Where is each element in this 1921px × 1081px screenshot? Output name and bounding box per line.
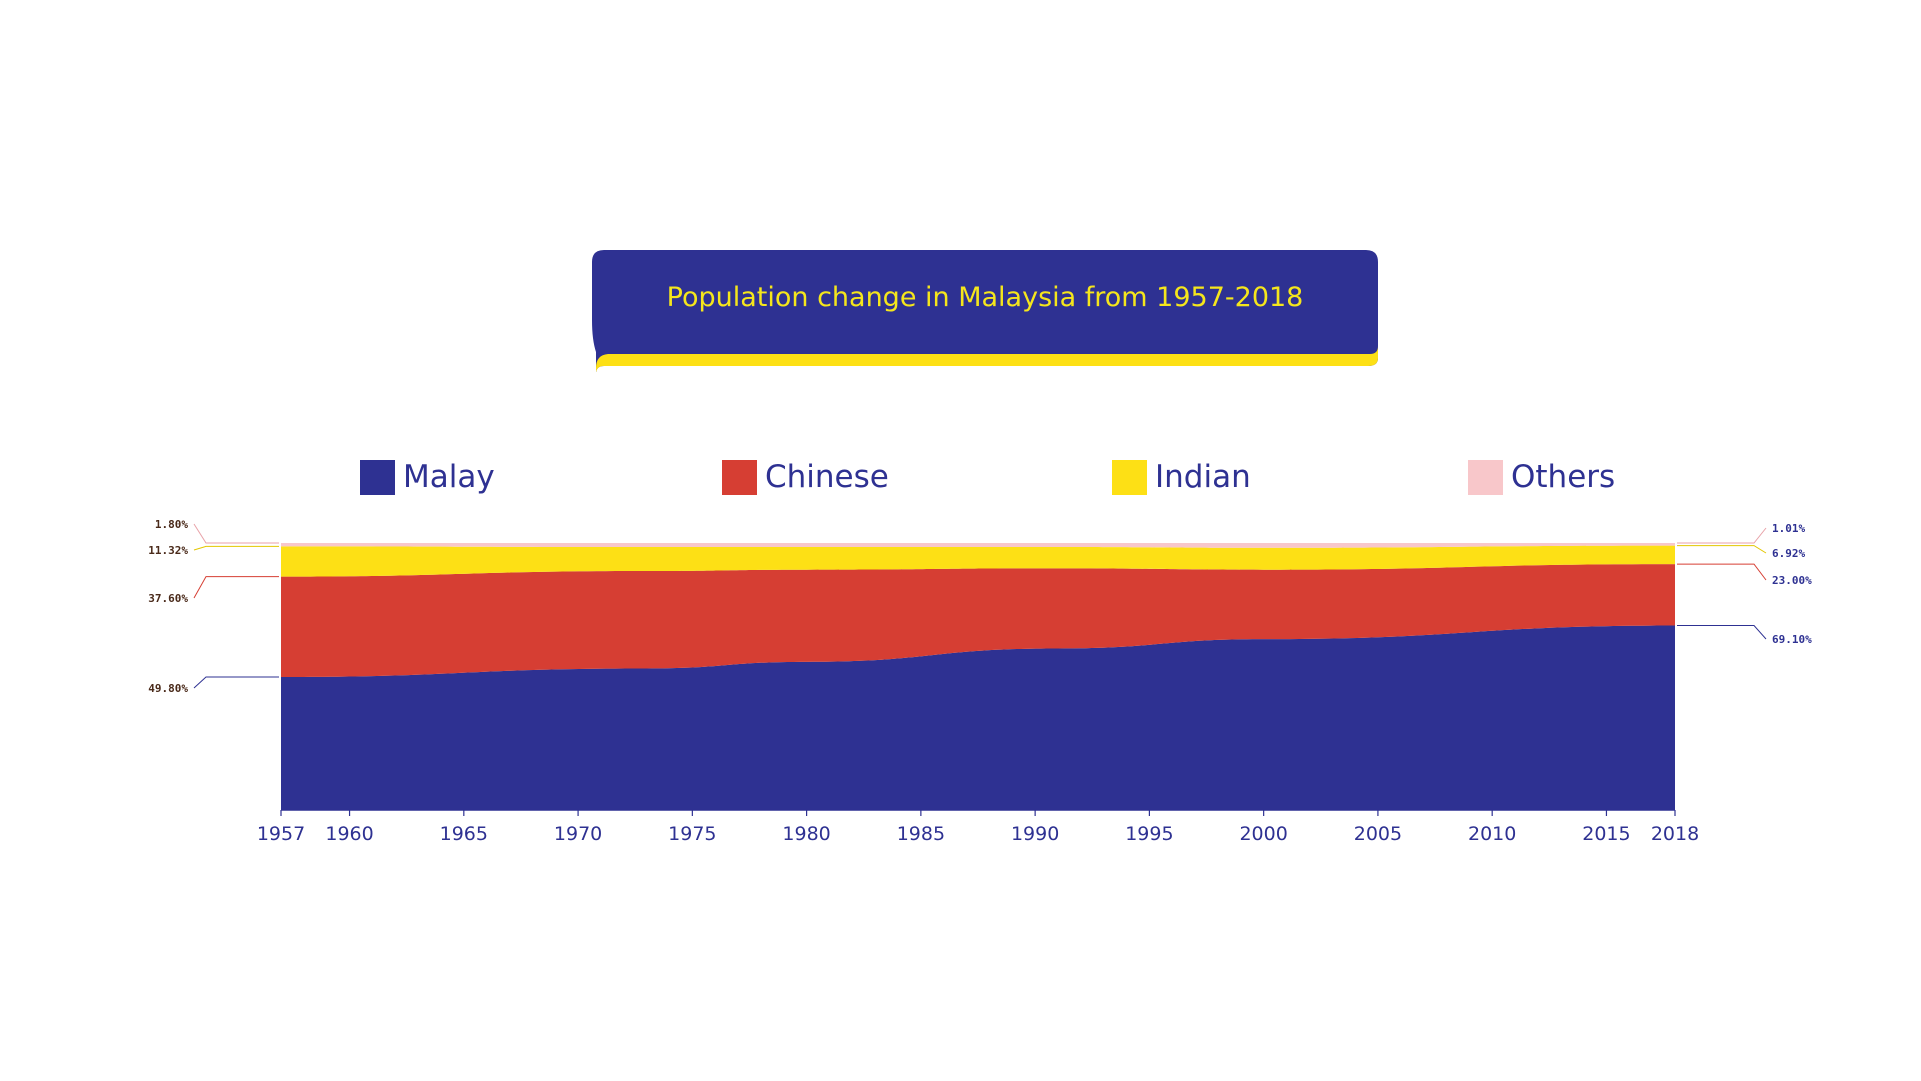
x-tick-label-1990: 1990 — [1011, 823, 1059, 845]
x-tick-label-1985: 1985 — [897, 823, 945, 845]
legend-swatch-others — [1468, 459, 1503, 495]
right-value-label-chinese: 23.00% — [1772, 574, 1812, 587]
right-value-label-malay: 69.10% — [1772, 633, 1812, 646]
right-callout-chinese — [1677, 563, 1767, 581]
x-tick-label-1980: 1980 — [782, 823, 830, 845]
x-tick-label-1960: 1960 — [325, 823, 373, 845]
legend-label-malay: Malay — [403, 459, 495, 495]
x-tick-label-1970: 1970 — [554, 823, 602, 845]
left-callout-chinese — [193, 576, 279, 599]
legend-label-chinese: Chinese — [765, 459, 889, 495]
left-callout-others — [193, 523, 279, 544]
right-value-label-indian: 6.92% — [1772, 547, 1805, 560]
title-banner-shape — [592, 250, 1378, 374]
right-value-label-others: 1.01% — [1772, 522, 1805, 535]
legend-label-others: Others — [1511, 459, 1616, 495]
area-indian — [281, 545, 1675, 577]
x-tick-label-2018: 2018 — [1651, 823, 1699, 845]
x-tick-label-2005: 2005 — [1354, 823, 1402, 845]
x-tick-label-1957: 1957 — [257, 823, 305, 845]
left-value-label-indian: 11.32% — [148, 544, 188, 557]
legend-label-indian: Indian — [1155, 459, 1251, 495]
x-tick-label-1995: 1995 — [1125, 823, 1173, 845]
chart-title: Population change in Malaysia from 1957-… — [666, 282, 1304, 313]
right-callout-indian — [1677, 545, 1767, 554]
area-malay — [281, 625, 1675, 810]
title-banner: Population change in Malaysia from 1957-… — [590, 250, 1380, 374]
x-tick-label-2000: 2000 — [1239, 823, 1287, 845]
legend-swatch-indian — [1112, 459, 1147, 495]
area-others — [281, 543, 1675, 548]
legend-swatch-chinese — [722, 459, 757, 495]
legend-item-others: Others — [1468, 457, 1615, 497]
legend-swatch-malay — [360, 459, 395, 495]
left-value-label-chinese: 37.60% — [148, 592, 188, 605]
area-chinese — [281, 564, 1675, 678]
x-tick-label-2010: 2010 — [1468, 823, 1516, 845]
left-callout-indian — [193, 545, 279, 551]
left-value-label-others: 1.80% — [155, 518, 188, 531]
legend-item-indian: Indian — [1112, 457, 1251, 497]
right-callout-malay — [1677, 625, 1767, 640]
right-callout-others — [1677, 527, 1767, 544]
x-tick-label-1975: 1975 — [668, 823, 716, 845]
left-callout-malay — [193, 676, 279, 689]
x-tick-label-2015: 2015 — [1582, 823, 1630, 845]
left-value-label-malay: 49.80% — [148, 682, 188, 695]
legend-item-chinese: Chinese — [722, 457, 889, 497]
legend-item-malay: Malay — [360, 457, 495, 497]
x-tick-label-1965: 1965 — [440, 823, 488, 845]
